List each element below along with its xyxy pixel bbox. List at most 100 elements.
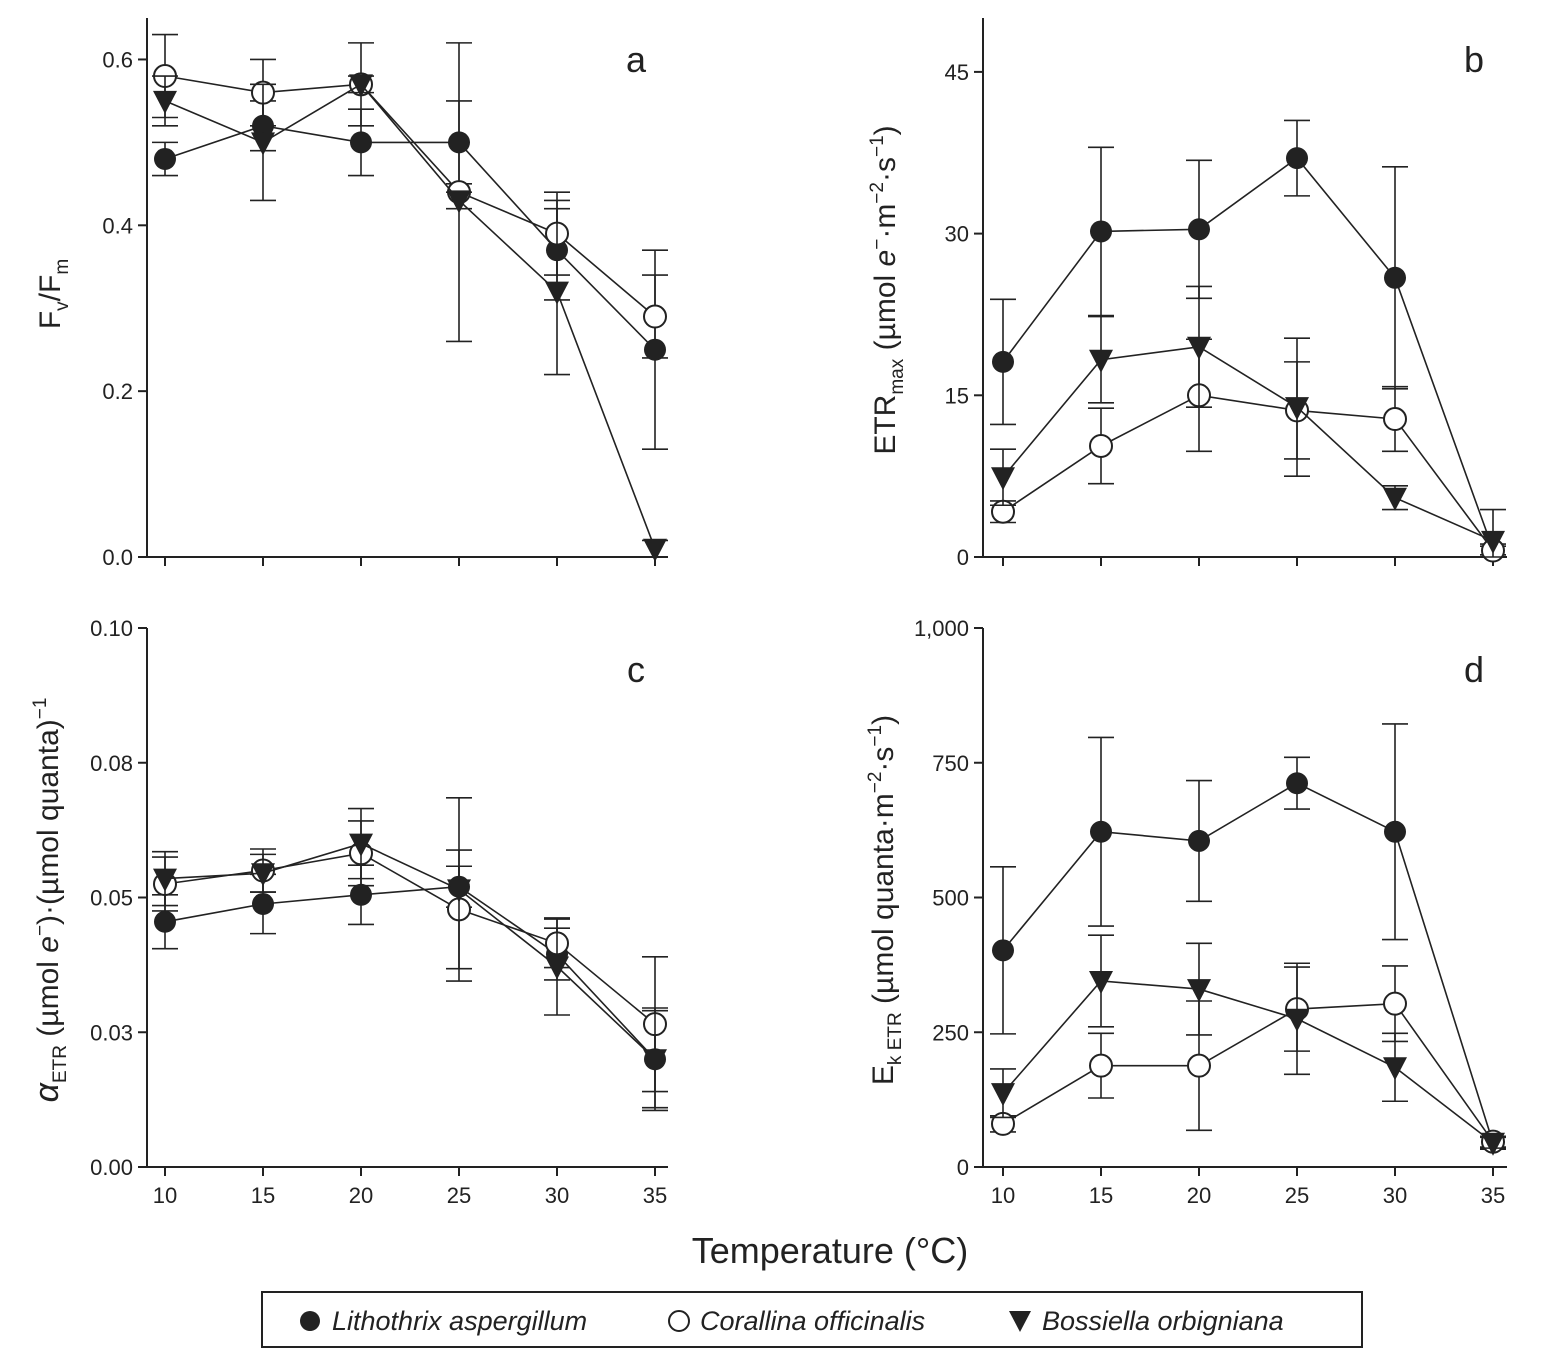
point-lithothrix — [1188, 218, 1210, 241]
ylabel-a: Fv/Fm — [34, 259, 73, 329]
xtick-label: 25 — [1285, 1183, 1309, 1208]
xtick-label: 35 — [1481, 1183, 1505, 1208]
point-bossiella — [251, 863, 275, 887]
ylabel-b-minus: − — [867, 239, 888, 250]
point-lithothrix — [1384, 820, 1406, 843]
point-bossiella — [1481, 530, 1505, 554]
series-corallina — [152, 33, 668, 359]
panel-letter: b — [1464, 39, 1484, 80]
point-lithothrix — [1286, 147, 1308, 170]
ytick-label: 45 — [945, 60, 969, 85]
ytick-label: 0.2 — [102, 379, 133, 404]
series-lithothrix — [990, 119, 1506, 561]
ylabel-c-unit-b: )·(µmol quanta) — [32, 719, 65, 925]
ytick-label: 250 — [932, 1020, 969, 1045]
ylabel-d-unit-a: (µmol quanta·m — [867, 793, 900, 1012]
series-line-corallina — [1002, 1002, 1494, 1143]
ytick-label: 0.10 — [90, 616, 133, 641]
xtick-label: 20 — [349, 1183, 373, 1208]
series-line-lithothrix — [1002, 782, 1494, 1143]
ytick-label: 0.03 — [90, 1020, 133, 1045]
ylabel-d-minus1: −1 — [865, 725, 886, 747]
point-lithothrix — [992, 350, 1014, 373]
ylabel-d-close: ) — [867, 715, 900, 725]
ytick-label: 0.08 — [90, 751, 133, 776]
series-corallina — [152, 820, 668, 1093]
point-lithothrix — [154, 147, 176, 170]
point-bossiella — [1481, 1132, 1505, 1156]
point-lithothrix — [1384, 266, 1406, 289]
xtick-label: 10 — [991, 1183, 1015, 1208]
xtick-label: 15 — [251, 1183, 275, 1208]
point-bossiella — [447, 190, 471, 214]
point-corallina — [1383, 991, 1407, 1016]
legend: Lithothrix aspergillum Corallina officin… — [261, 1291, 1363, 1348]
xtick-label: 15 — [1089, 1183, 1113, 1208]
point-corallina — [1187, 1053, 1211, 1078]
ylabel-c: αETR (µmol e−)·(µmol quanta)−1 — [28, 698, 71, 1103]
point-lithothrix — [350, 131, 372, 154]
point-bossiella — [991, 1083, 1015, 1107]
ylabel-c-minus: − — [30, 925, 51, 936]
ylabel-b-unit-b: ·m — [869, 204, 902, 239]
point-lithothrix — [252, 892, 274, 915]
x-axis-label: Temperature (°C) — [692, 1230, 968, 1271]
point-corallina — [643, 304, 667, 329]
ytick-label: 1,000 — [914, 616, 969, 641]
series-line-bossiella — [1002, 345, 1494, 542]
xtick-label: 30 — [1383, 1183, 1407, 1208]
point-bossiella — [545, 956, 569, 980]
ytick-label: 30 — [945, 222, 969, 247]
point-bossiella — [1089, 971, 1113, 995]
point-lithothrix — [154, 910, 176, 933]
series-line-lithothrix — [164, 885, 656, 1060]
panel-letter: d — [1464, 649, 1484, 690]
point-bossiella — [1383, 487, 1407, 511]
legend-box — [261, 1291, 1363, 1348]
ylabel-c-e: e — [32, 936, 65, 953]
point-lithothrix — [1286, 772, 1308, 795]
ytick-label: 0.0 — [102, 545, 133, 570]
point-bossiella — [643, 538, 667, 562]
panel-letter: c — [627, 649, 645, 690]
ylabel-b-unit-c: ·s — [869, 157, 902, 182]
legend-marker-lithothrix — [300, 1311, 320, 1331]
point-bossiella — [1285, 397, 1309, 421]
series-bossiella — [152, 74, 668, 562]
point-lithothrix — [992, 939, 1014, 962]
point-bossiella — [1383, 1057, 1407, 1081]
xtick-label: 25 — [447, 1183, 471, 1208]
series-corallina — [990, 965, 1506, 1154]
ytick-label: 0.00 — [90, 1155, 133, 1180]
ylabel-b-unit-a: (µmol — [869, 266, 902, 358]
ylabel-a-main1: F — [34, 311, 67, 329]
point-bossiella — [545, 281, 569, 305]
ytick-label: 15 — [945, 383, 969, 408]
series-line-bossiella — [164, 83, 656, 549]
panel-letter: a — [626, 39, 647, 80]
point-bossiella — [1285, 1008, 1309, 1032]
point-lithothrix — [1090, 820, 1112, 843]
point-bossiella — [251, 132, 275, 156]
ylabel-d-sub: k ETR — [885, 1012, 906, 1065]
point-bossiella — [1187, 979, 1211, 1003]
xtick-label: 30 — [545, 1183, 569, 1208]
ytick-label: 0.4 — [102, 213, 133, 238]
point-bossiella — [991, 467, 1015, 491]
legend-label-corallina: Corallina officinalis — [700, 1306, 925, 1336]
ylabel-b-minus1: −1 — [867, 135, 888, 157]
ytick-label: 0.05 — [90, 886, 133, 911]
series-line-bossiella — [1002, 980, 1494, 1144]
xtick-label: 20 — [1187, 1183, 1211, 1208]
ylabel-b-main: ETR — [869, 395, 902, 455]
point-lithothrix — [1188, 829, 1210, 852]
series-lithothrix — [990, 723, 1506, 1154]
panel-d: 0 250 500 750 1,000 10 15 20 25 30 35 d — [914, 616, 1507, 1208]
ytick-label: 750 — [932, 751, 969, 776]
ylabel-b-e: e — [869, 250, 902, 267]
ylabel-a-sub2: m — [52, 259, 73, 275]
point-bossiella — [349, 74, 373, 98]
legend-label-bossiella: Bossiella orbigniana — [1042, 1306, 1284, 1336]
ylabel-c-unit-a: (µmol — [32, 953, 65, 1045]
ylabel-d-minus2: −2 — [865, 772, 886, 794]
